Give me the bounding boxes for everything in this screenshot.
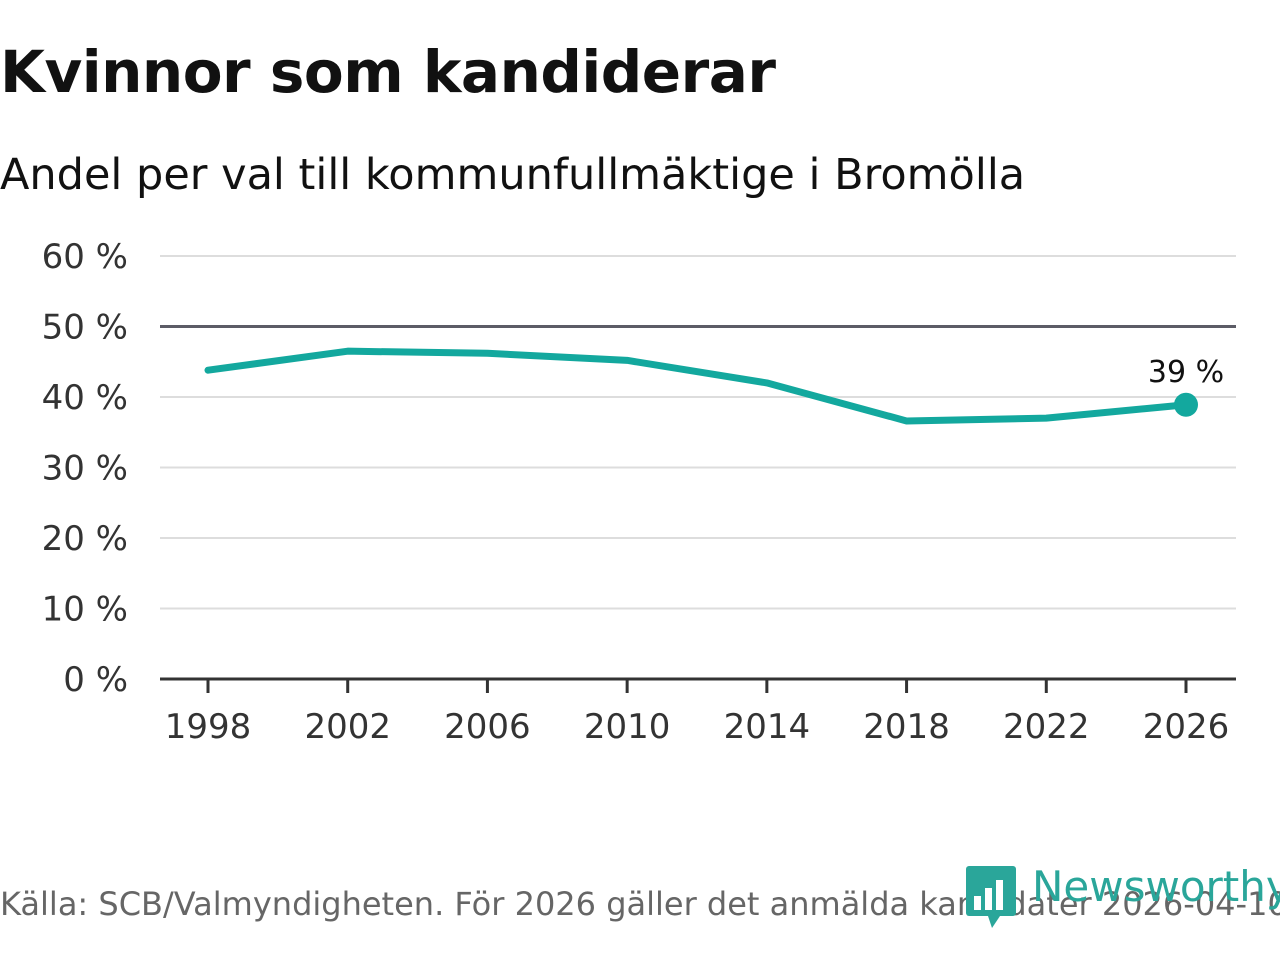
y-tick-label: 30 % (42, 449, 128, 489)
y-tick-label: 60 % (42, 237, 128, 277)
gridlines (160, 255, 1236, 681)
series-line (204, 347, 1190, 425)
x-tick-label: 2022 (1003, 707, 1090, 747)
x-tick-label: 2006 (444, 707, 531, 747)
newsworthy-logo-icon (966, 866, 1016, 928)
y-tick-label: 10 % (42, 590, 128, 630)
x-tick-label: 2026 (1143, 707, 1230, 747)
newsworthy-logo-text: Newsworthy (1032, 862, 1280, 911)
x-tick-label: 2002 (304, 707, 391, 747)
y-tick-label: 20 % (42, 519, 128, 559)
chart-subtitle: Andel per val till kommunfullmäktige i B… (0, 150, 1026, 200)
last-point-label: 39 % (1148, 355, 1224, 390)
x-tick-label: 1998 (165, 707, 252, 747)
newsworthy-logo: Newsworthy (966, 862, 1280, 928)
series: 39 % (204, 347, 1224, 425)
chart-title: Kvinnor som kandiderar (0, 38, 776, 106)
y-tick-label: 0 % (63, 660, 128, 700)
last-data-point (1174, 392, 1198, 417)
source-note: Källa: SCB/Valmyndigheten. För 2026 gäll… (0, 885, 1280, 923)
y-tick-label: 50 % (42, 308, 128, 348)
x-tick-label: 2018 (863, 707, 950, 747)
y-axis-ticks: 0 % 10 % 20 % 30 % 40 % 50 % 60 % (42, 237, 128, 700)
x-tick-label: 2014 (724, 707, 811, 747)
y-tick-label: 40 % (42, 378, 128, 418)
x-tick-label: 2010 (584, 707, 671, 747)
x-axis-ticks: 1998 2002 2006 2010 2014 2018 2022 2026 (165, 679, 1230, 747)
